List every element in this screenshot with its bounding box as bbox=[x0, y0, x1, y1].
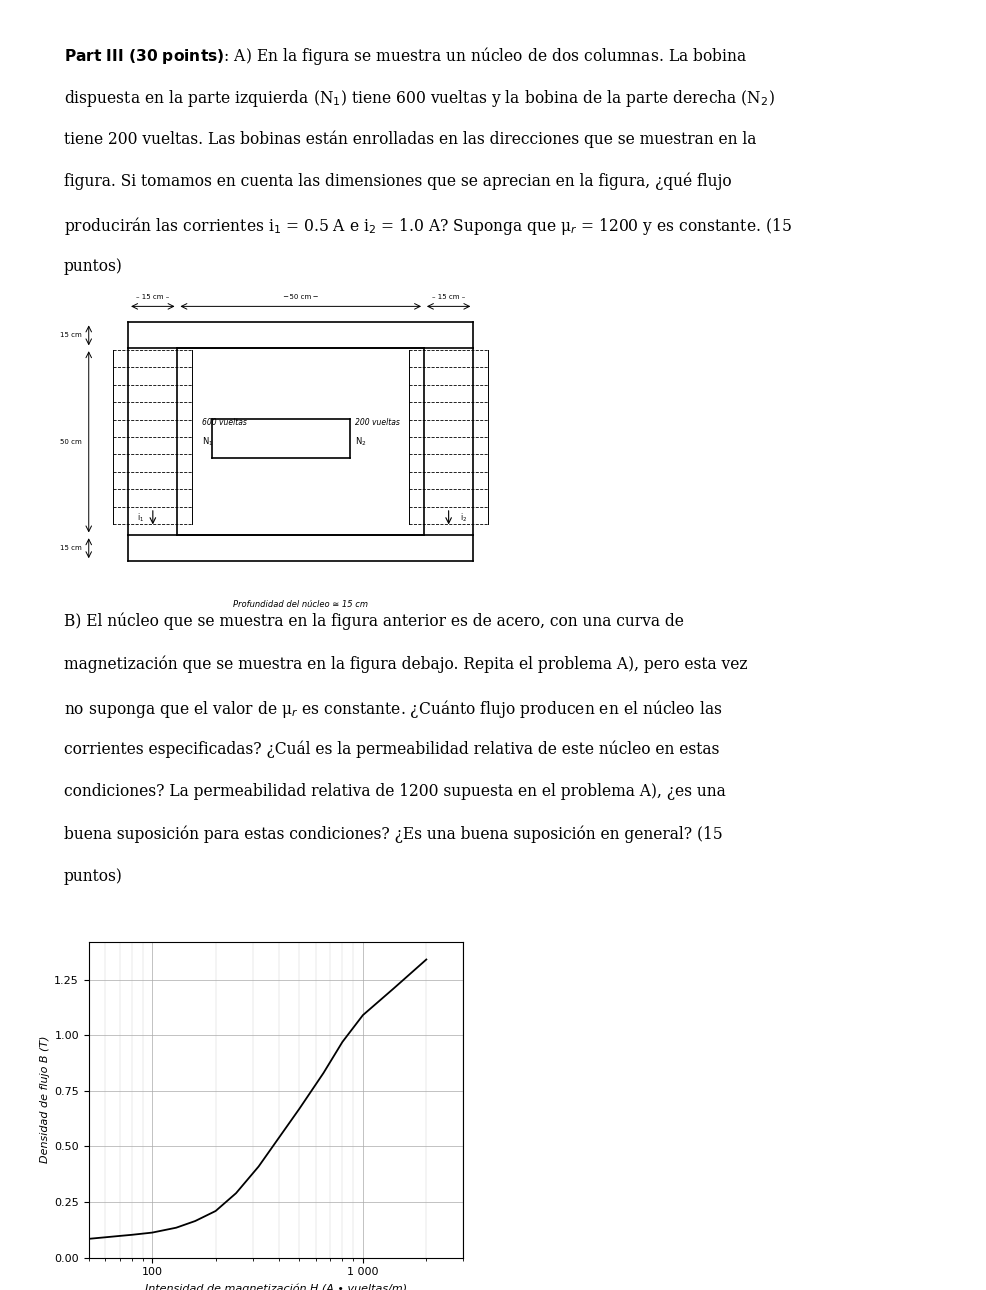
Text: Profundidad del núcleo ≅ 15 cm: Profundidad del núcleo ≅ 15 cm bbox=[234, 600, 368, 609]
Text: condiciones? La permeabilidad relativa de 1200 supuesta en el problema A), ¿es u: condiciones? La permeabilidad relativa d… bbox=[64, 783, 726, 800]
Text: puntos): puntos) bbox=[64, 868, 123, 885]
Text: dispuesta en la parte izquierda (N$_1$) tiene 600 vueltas y la bobina de la part: dispuesta en la parte izquierda (N$_1$) … bbox=[64, 88, 775, 108]
Text: i$_2$: i$_2$ bbox=[459, 511, 467, 524]
Text: 50 cm: 50 cm bbox=[59, 439, 81, 445]
Text: 15 cm: 15 cm bbox=[59, 546, 81, 551]
Text: N$_1$: N$_1$ bbox=[202, 436, 214, 448]
Text: $\bf{Part\ III\ (30\ points)}$: A) En la figura se muestra un núcleo de dos colu: $\bf{Part\ III\ (30\ points)}$: A) En la… bbox=[64, 45, 747, 67]
Text: i$_1$: i$_1$ bbox=[137, 511, 144, 524]
Text: – 15 cm –: – 15 cm – bbox=[136, 294, 170, 299]
Text: magnetización que se muestra en la figura debajo. Repita el problema A), pero es: magnetización que se muestra en la figur… bbox=[64, 655, 747, 673]
Text: buena suposición para estas condiciones? ¿Es una buena suposición en general? (1: buena suposición para estas condiciones?… bbox=[64, 826, 723, 844]
Text: B) El núcleo que se muestra en la figura anterior es de acero, con una curva de: B) El núcleo que se muestra en la figura… bbox=[64, 613, 684, 631]
Text: 200 vueltas: 200 vueltas bbox=[355, 418, 400, 427]
Text: – 15 cm –: – 15 cm – bbox=[432, 294, 465, 299]
Text: puntos): puntos) bbox=[64, 258, 123, 275]
Text: 15 cm: 15 cm bbox=[59, 333, 81, 338]
Text: corrientes especificadas? ¿Cuál es la permeabilidad relativa de este núcleo en e: corrientes especificadas? ¿Cuál es la pe… bbox=[64, 740, 720, 759]
Text: ─ 50 cm ─: ─ 50 cm ─ bbox=[283, 294, 318, 299]
Text: producirán las corrientes i$_1$ = 0.5 A e i$_2$ = 1.0 A? Suponga que μ$_r$ = 120: producirán las corrientes i$_1$ = 0.5 A … bbox=[64, 215, 792, 237]
X-axis label: Intensidad de magnetización H (A • vueltas/m): Intensidad de magnetización H (A • vuelt… bbox=[145, 1284, 407, 1290]
Text: N$_2$: N$_2$ bbox=[355, 436, 367, 448]
Y-axis label: Densidad de flujo B (T): Densidad de flujo B (T) bbox=[40, 1036, 50, 1164]
Text: no suponga que el valor de μ$_r$ es constante. ¿Cuánto flujo producen en el núcl: no suponga que el valor de μ$_r$ es cons… bbox=[64, 698, 723, 720]
Text: tiene 200 vueltas. Las bobinas están enrolladas en las direcciones que se muestr: tiene 200 vueltas. Las bobinas están enr… bbox=[64, 130, 756, 148]
Text: figura. Si tomamos en cuenta las dimensiones que se aprecian en la figura, ¿qué : figura. Si tomamos en cuenta las dimensi… bbox=[64, 173, 732, 191]
Text: 600 vueltas: 600 vueltas bbox=[202, 418, 247, 427]
